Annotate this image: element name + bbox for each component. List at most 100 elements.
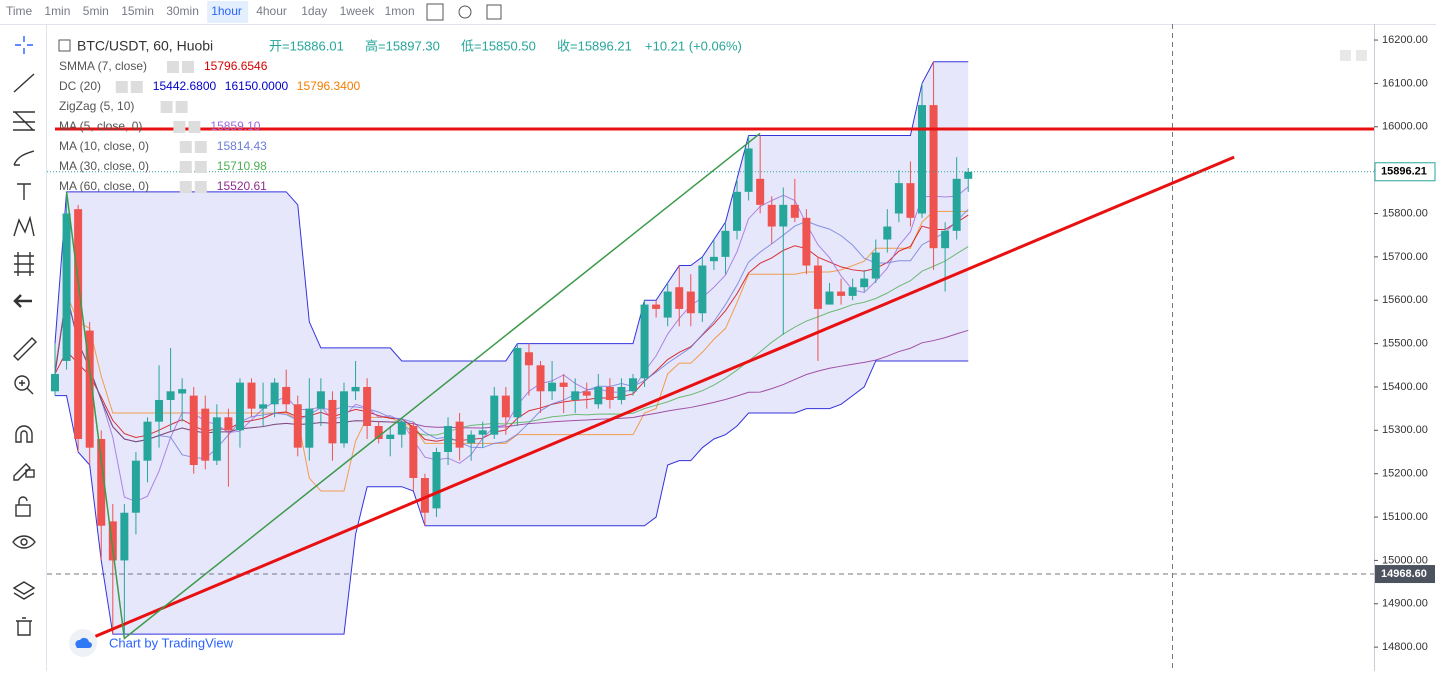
magnet-tool[interactable] xyxy=(15,425,33,443)
indicator-remove[interactable] xyxy=(194,161,207,173)
lock-draw-tool[interactable] xyxy=(13,463,35,481)
lock-tool[interactable] xyxy=(15,496,31,517)
text-tool[interactable] xyxy=(17,183,31,200)
indicator-settings[interactable] xyxy=(115,81,128,93)
prediction-tool[interactable] xyxy=(14,252,34,276)
screenshot-button[interactable] xyxy=(486,4,502,20)
timeframe-button[interactable]: Time xyxy=(6,4,33,18)
candle-body xyxy=(120,512,129,561)
indicator-settings[interactable] xyxy=(173,121,186,133)
candle-body xyxy=(652,304,661,309)
donchian-lower xyxy=(55,360,969,635)
candle-body xyxy=(536,365,545,392)
measure-tool[interactable] xyxy=(13,337,37,361)
indicator-remove[interactable] xyxy=(188,121,201,133)
candle-body xyxy=(767,204,776,227)
ohlc-value: 收=15896.21 xyxy=(557,38,632,53)
indicator-value: 15442.6800 xyxy=(153,79,217,93)
candle-body xyxy=(744,148,753,192)
candle-body xyxy=(340,391,348,444)
candle-body xyxy=(617,386,626,400)
indicator-settings[interactable] xyxy=(179,141,192,153)
settings-button[interactable] xyxy=(458,5,472,19)
indicator-settings[interactable] xyxy=(179,161,192,173)
candle-body xyxy=(802,217,811,266)
candle-body xyxy=(779,204,788,227)
ohlc-value: 低=15850.50 xyxy=(461,38,536,53)
timeframe-button[interactable]: 1min xyxy=(44,4,70,18)
crosshair-label: 14968.60 xyxy=(1381,568,1427,580)
ohlc-value: 开=15886.01 xyxy=(269,38,344,53)
ohlc-value: 高=15897.30 xyxy=(365,38,440,53)
indicator-value: 15814.43 xyxy=(217,139,267,153)
layers-tool[interactable] xyxy=(12,581,36,600)
indicator-name: MA (5, close, 0) xyxy=(59,119,142,133)
y-tick-label: 16000.00 xyxy=(1382,121,1428,133)
candle-body xyxy=(929,105,938,249)
scroll-button[interactable] xyxy=(1356,50,1367,61)
timeframe-button[interactable]: 1week xyxy=(340,4,376,18)
timeframe-button[interactable]: 4hour xyxy=(256,4,287,18)
fib-tool[interactable] xyxy=(13,111,35,131)
indicator-settings[interactable] xyxy=(179,181,192,193)
compare-button[interactable] xyxy=(426,3,444,21)
candle-body xyxy=(235,382,244,431)
line-tool[interactable] xyxy=(13,73,35,93)
back-arrow[interactable] xyxy=(13,294,32,308)
candle-body xyxy=(155,399,164,422)
collapse-legend[interactable] xyxy=(58,39,71,52)
candle-body xyxy=(386,434,395,439)
indicator-name: MA (10, close, 0) xyxy=(59,139,149,153)
trash-tool[interactable] xyxy=(16,617,32,636)
zoom-tool[interactable] xyxy=(14,375,34,395)
timeframe-button[interactable]: 1mon xyxy=(385,4,415,18)
candle-body xyxy=(108,521,117,561)
last-price-tag xyxy=(1374,162,1436,182)
candle-body xyxy=(894,183,903,214)
y-tick-label: 15200.00 xyxy=(1382,468,1428,480)
candle-body xyxy=(212,417,221,461)
donchian-fill xyxy=(55,61,969,635)
scroll-button[interactable] xyxy=(1340,50,1351,61)
indicator-settings[interactable] xyxy=(167,61,179,73)
candle-body xyxy=(524,352,533,366)
candle-body xyxy=(594,386,603,405)
trend-line xyxy=(94,155,1235,638)
indicator-remove[interactable] xyxy=(182,61,194,73)
timeframe-button[interactable]: 1day xyxy=(301,4,327,18)
left-toolbar xyxy=(12,36,37,636)
indicator-name: DC (20) xyxy=(59,79,101,93)
donchian-upper xyxy=(54,61,969,362)
timeframe-button[interactable]: 15min xyxy=(121,4,154,18)
brush-tool[interactable] xyxy=(13,150,35,166)
indicator-remove[interactable] xyxy=(175,101,188,113)
candle-body xyxy=(432,452,441,509)
candle-body xyxy=(189,395,198,466)
candle-body xyxy=(51,373,59,392)
candle-body xyxy=(548,382,557,392)
candle-body xyxy=(455,421,464,448)
indicator-settings[interactable] xyxy=(160,101,173,113)
visibility-tool[interactable] xyxy=(12,535,36,549)
candle-body xyxy=(247,382,256,409)
candle-body xyxy=(131,460,140,513)
indicator-remove[interactable] xyxy=(194,181,207,193)
candle-body xyxy=(698,265,707,314)
indicator-name: MA (60, close, 0) xyxy=(59,179,149,193)
timeframe-button[interactable]: 1hour xyxy=(211,4,242,18)
candle-body xyxy=(709,256,718,262)
candle-body xyxy=(501,395,510,418)
timeframe-button[interactable]: 30min xyxy=(166,4,199,18)
candle-body xyxy=(259,404,268,409)
indicator-value: 16150.0000 xyxy=(225,79,289,93)
crosshair-tool[interactable] xyxy=(15,36,33,54)
candle-body xyxy=(85,330,94,448)
candle-body xyxy=(848,287,857,296)
indicator-remove[interactable] xyxy=(194,141,207,153)
candle-body xyxy=(444,425,453,453)
indicator-value: 15710.98 xyxy=(217,159,267,173)
indicator-remove[interactable] xyxy=(130,81,143,93)
pattern-tool[interactable] xyxy=(13,215,35,237)
timeframe-button[interactable]: 5min xyxy=(83,4,109,18)
last-price-label: 15896.21 xyxy=(1381,166,1427,178)
